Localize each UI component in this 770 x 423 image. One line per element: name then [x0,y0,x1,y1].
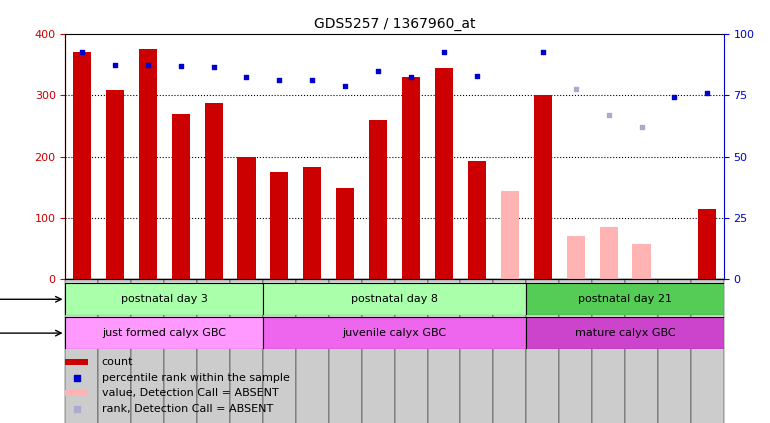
Text: rank, Detection Call = ABSENT: rank, Detection Call = ABSENT [102,404,273,414]
Bar [65,359,89,365]
Bar [691,279,724,423]
Point [339,82,351,89]
Bar [230,279,263,423]
Bar [362,279,394,423]
Bar [427,279,460,423]
Bar [494,279,526,423]
Bar [460,279,494,423]
Bar [527,283,724,315]
Point [668,93,681,100]
Bar [527,317,724,349]
Point [537,49,549,56]
Bar [205,102,223,279]
Bar [559,279,592,423]
Bar [567,236,584,279]
Point [75,49,88,56]
Text: postnatal day 8: postnatal day 8 [351,294,438,304]
Bar [402,77,420,279]
Bar [698,209,716,279]
Point [306,77,319,83]
Point [602,111,614,118]
Point [570,86,582,93]
Text: just formed calyx GBC: just formed calyx GBC [102,328,226,338]
Point [438,49,450,56]
Bar [65,283,263,315]
Bar [296,279,329,423]
Bar [534,95,552,279]
Point [372,67,384,74]
Text: value, Detection Call = ABSENT: value, Detection Call = ABSENT [102,388,279,398]
Bar [263,317,527,349]
Bar [600,227,618,279]
Bar [139,49,157,279]
Point [405,74,417,80]
Bar [99,279,131,423]
Text: postnatal day 3: postnatal day 3 [121,294,208,304]
Bar [105,90,124,279]
Bar [65,390,89,396]
Bar [65,279,99,423]
Bar [592,279,625,423]
Bar [172,114,189,279]
Bar [468,162,486,279]
Point [71,406,83,412]
Bar [263,283,527,315]
Bar [270,172,289,279]
Bar [237,157,256,279]
Point [109,61,121,68]
Point [470,72,483,79]
Title: GDS5257 / 1367960_at: GDS5257 / 1367960_at [314,17,475,31]
Point [273,77,286,83]
Bar [632,244,651,279]
Bar [625,279,658,423]
Bar [329,279,362,423]
Point [207,63,219,70]
Bar [164,279,197,423]
Point [701,90,714,97]
Bar [65,317,263,349]
Text: juvenile calyx GBC: juvenile calyx GBC [343,328,447,338]
Bar [500,192,519,279]
Bar [336,188,354,279]
Bar [263,279,296,423]
Bar [303,167,321,279]
Bar [394,279,427,423]
Bar [369,120,387,279]
Bar [435,68,453,279]
Bar [658,279,691,423]
Bar [131,279,164,423]
Text: mature calyx GBC: mature calyx GBC [574,328,675,338]
Point [240,74,253,80]
Point [71,374,83,381]
Point [142,61,154,68]
Point [635,124,648,130]
Text: percentile rank within the sample: percentile rank within the sample [102,373,290,383]
Bar [526,279,559,423]
Point [175,62,187,69]
Text: postnatal day 21: postnatal day 21 [578,294,672,304]
Bar [197,279,230,423]
Bar [73,52,91,279]
Text: count: count [102,357,133,367]
